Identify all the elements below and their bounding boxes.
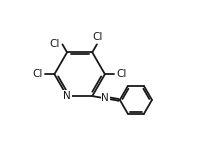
Text: N: N xyxy=(63,91,71,101)
Text: Cl: Cl xyxy=(50,39,60,49)
Text: Cl: Cl xyxy=(117,69,127,79)
Text: Cl: Cl xyxy=(92,32,102,42)
Text: N: N xyxy=(101,93,109,103)
Text: Cl: Cl xyxy=(32,69,42,79)
